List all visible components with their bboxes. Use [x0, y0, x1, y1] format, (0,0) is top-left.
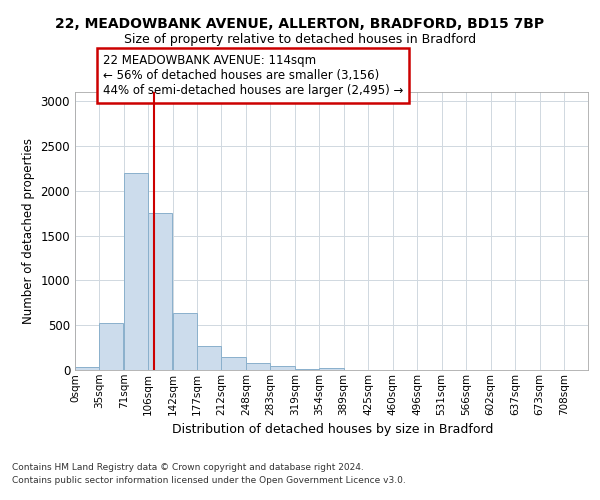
- Bar: [319, 368, 344, 370]
- Bar: [246, 364, 271, 370]
- Bar: [197, 346, 221, 370]
- Bar: [221, 358, 245, 370]
- Text: 22, MEADOWBANK AVENUE, ALLERTON, BRADFORD, BD15 7BP: 22, MEADOWBANK AVENUE, ALLERTON, BRADFOR…: [55, 18, 545, 32]
- Y-axis label: Number of detached properties: Number of detached properties: [22, 138, 35, 324]
- Text: Size of property relative to detached houses in Bradford: Size of property relative to detached ho…: [124, 32, 476, 46]
- Bar: [99, 324, 124, 370]
- Text: Contains HM Land Registry data © Crown copyright and database right 2024.: Contains HM Land Registry data © Crown c…: [12, 462, 364, 471]
- Bar: [271, 366, 295, 370]
- Text: 22 MEADOWBANK AVENUE: 114sqm
← 56% of detached houses are smaller (3,156)
44% of: 22 MEADOWBANK AVENUE: 114sqm ← 56% of de…: [103, 54, 403, 97]
- Bar: [124, 173, 148, 370]
- Bar: [75, 368, 99, 370]
- Bar: [148, 214, 172, 370]
- Bar: [295, 369, 319, 370]
- Text: Distribution of detached houses by size in Bradford: Distribution of detached houses by size …: [172, 422, 494, 436]
- Text: Contains public sector information licensed under the Open Government Licence v3: Contains public sector information licen…: [12, 476, 406, 485]
- Bar: [173, 312, 197, 370]
